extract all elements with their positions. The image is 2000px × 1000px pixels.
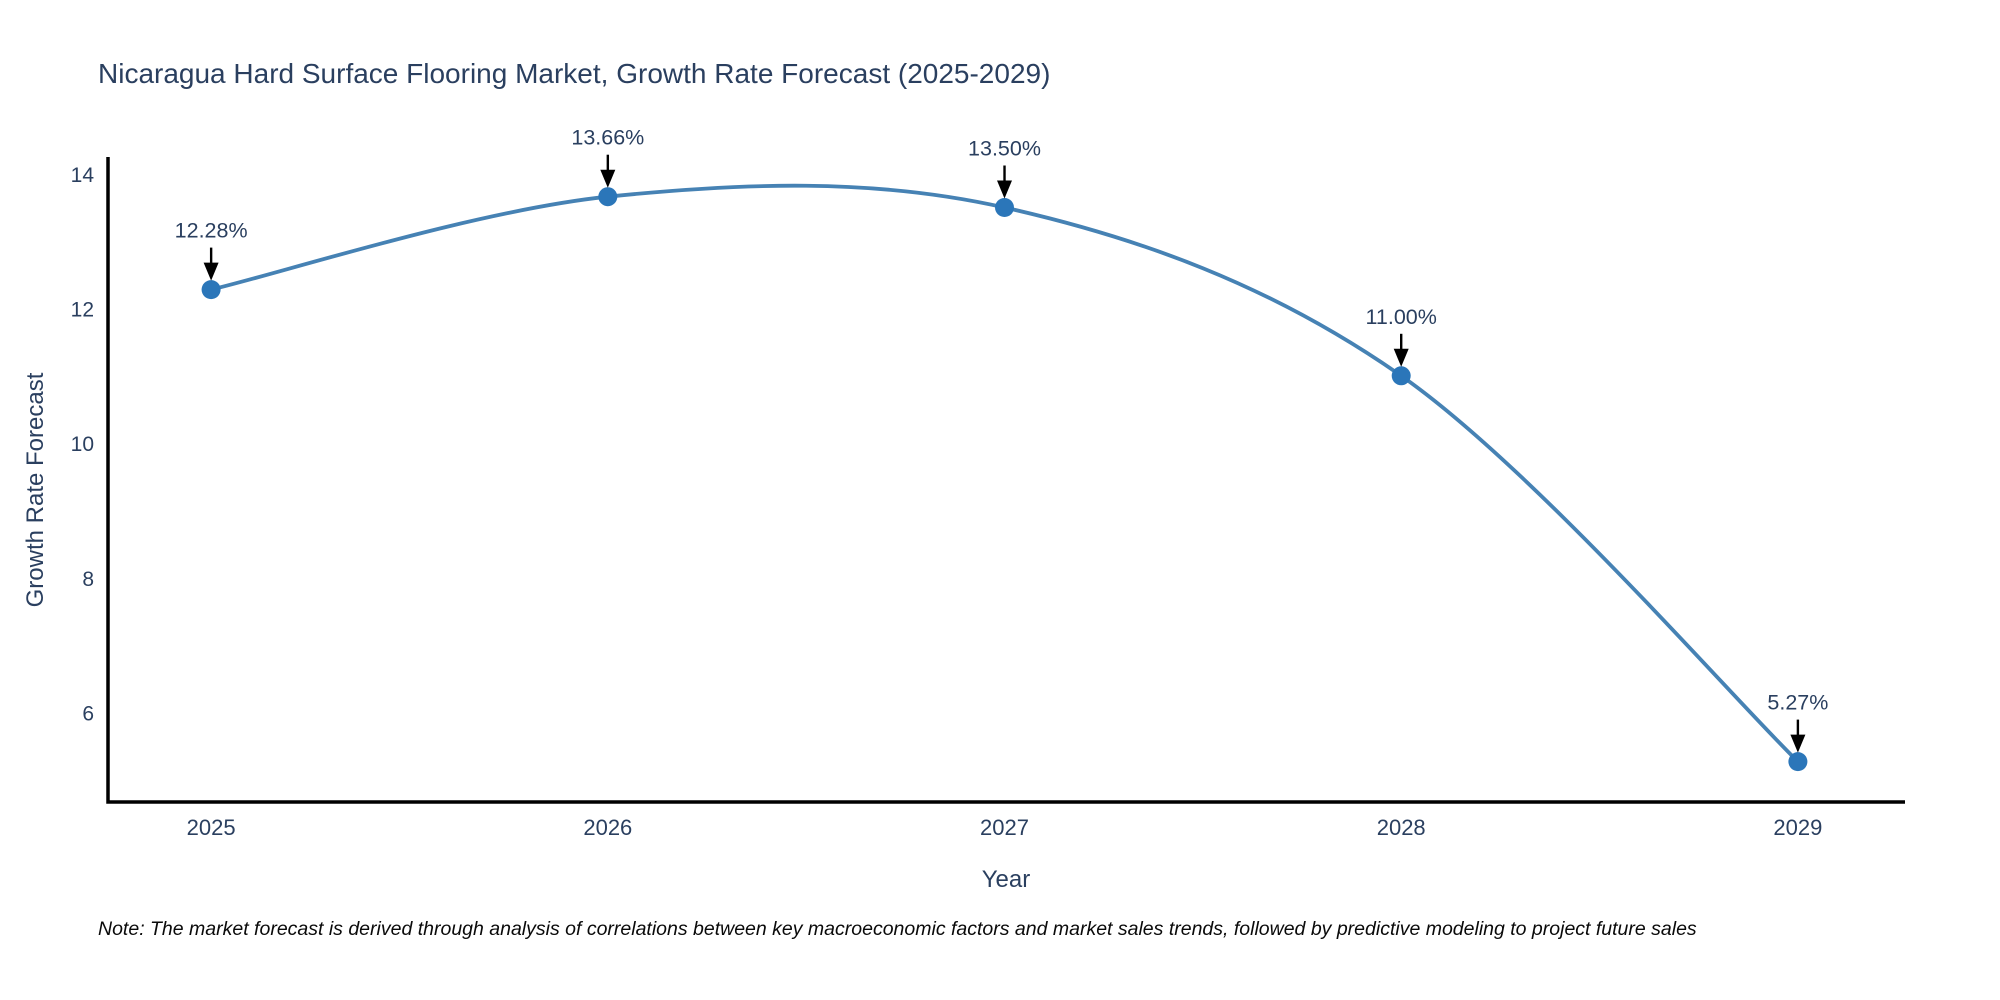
annotation-arrowhead (203, 262, 219, 281)
x-axis-label: Year (981, 866, 1031, 893)
x-tick-label: 2028 (1377, 815, 1426, 840)
chart-title: Nicaragua Hard Surface Flooring Market, … (98, 58, 1051, 89)
data-point-marker (598, 187, 618, 207)
footnote: Note: The market forecast is derived thr… (98, 918, 1697, 940)
x-tick-label: 2029 (1773, 815, 1822, 840)
data-point-marker (1391, 366, 1411, 386)
x-tick-label: 2027 (980, 815, 1029, 840)
annotation-label: 5.27% (1767, 691, 1828, 715)
x-tick-label: 2025 (187, 815, 236, 840)
annotation-label: 13.66% (571, 126, 644, 150)
annotation-label: 13.50% (968, 137, 1041, 161)
y-tick-label: 12 (71, 298, 94, 321)
annotation-arrowhead (1393, 348, 1409, 367)
annotation-arrowhead (1790, 734, 1806, 753)
x-tick-label: 2026 (583, 815, 632, 840)
y-tick-label: 10 (71, 433, 94, 456)
annotation-arrowhead (600, 169, 616, 188)
forecast-line (209, 183, 1800, 764)
y-tick-label: 8 (82, 568, 94, 591)
y-tick-label: 14 (71, 164, 95, 187)
data-point-marker (201, 280, 221, 300)
annotation-label: 12.28% (175, 219, 248, 243)
annotation-label: 11.00% (1366, 305, 1437, 329)
y-tick-label: 6 (82, 702, 94, 725)
annotation-arrowhead (997, 180, 1012, 199)
data-point-marker (1788, 752, 1808, 772)
data-point-marker (995, 198, 1014, 217)
axis-lines (106, 157, 1905, 804)
